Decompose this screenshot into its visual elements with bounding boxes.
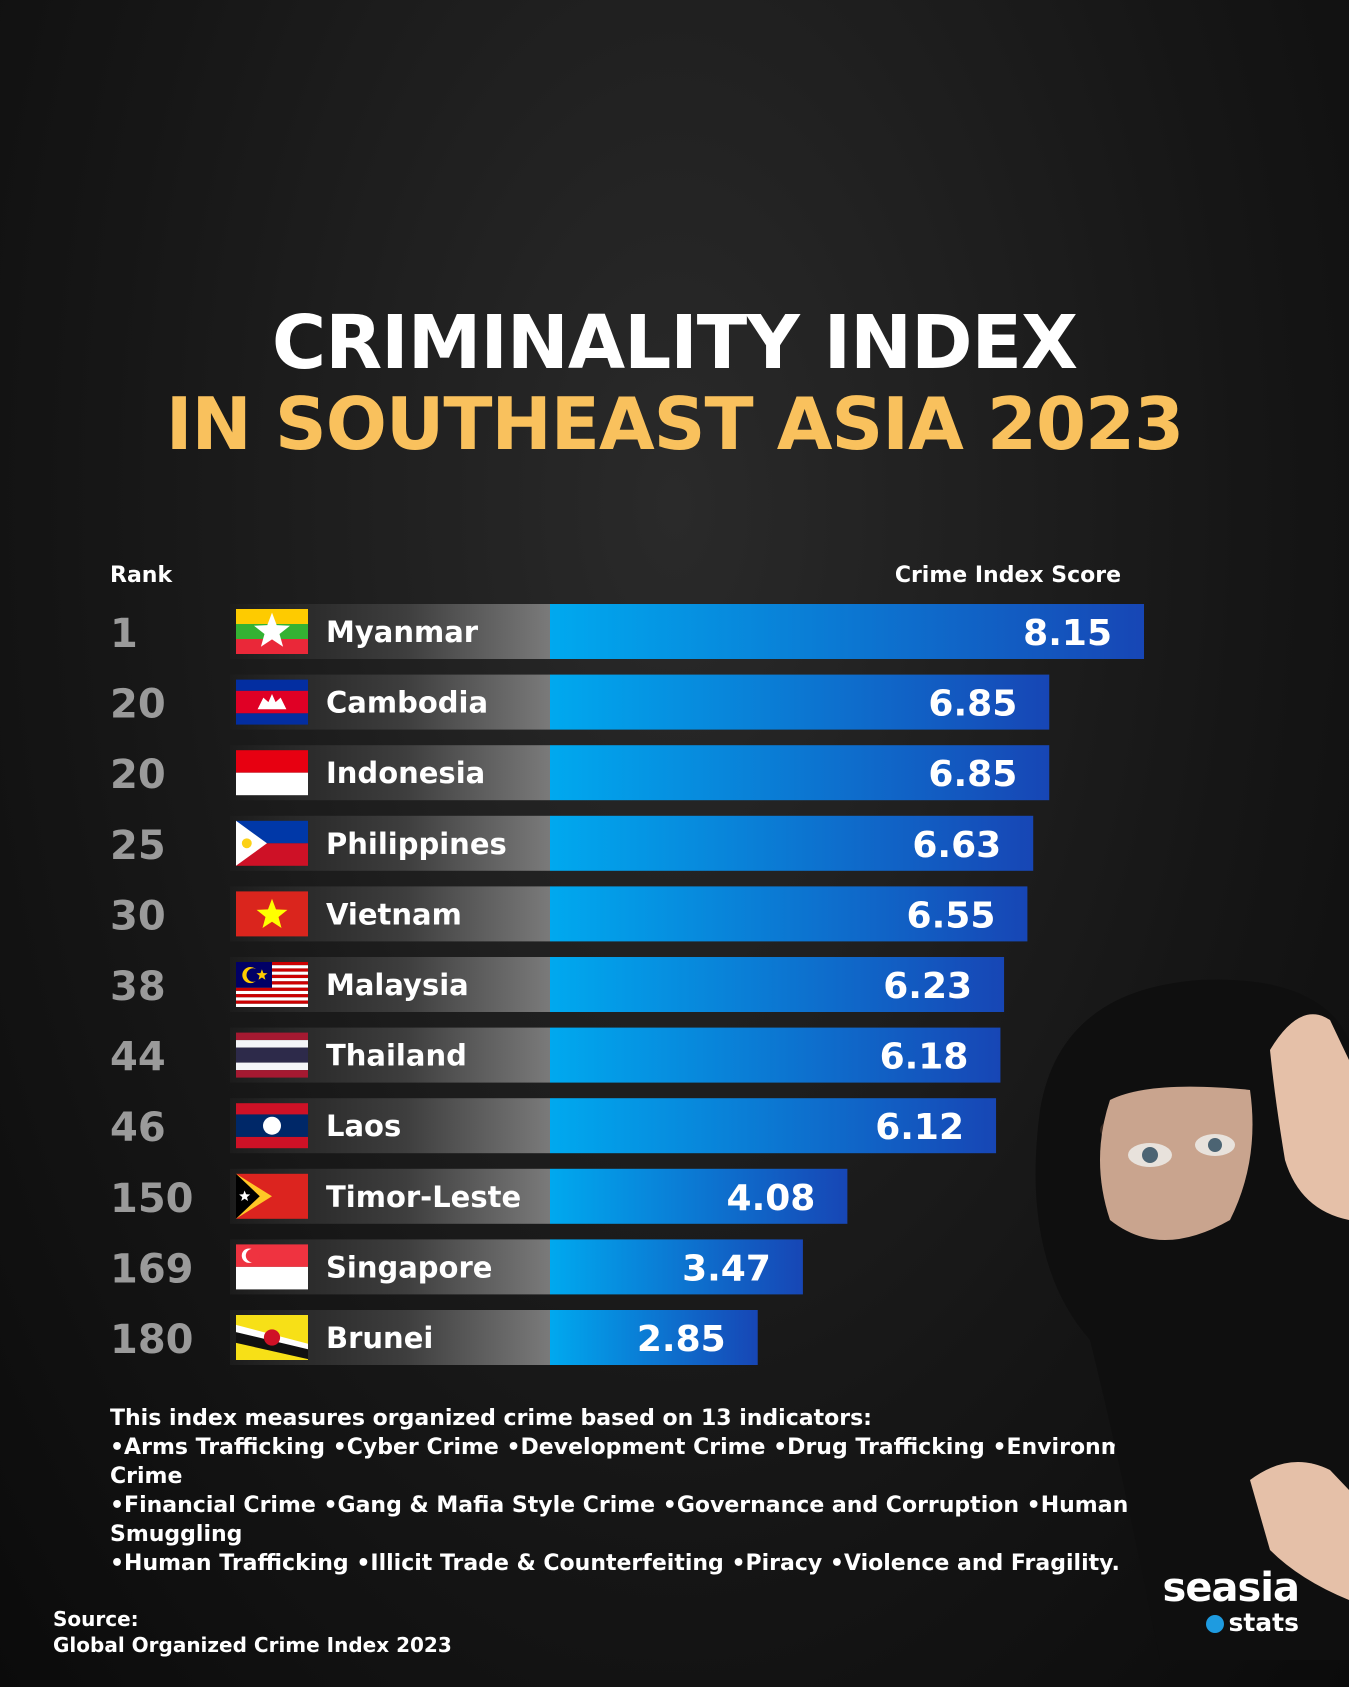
- rank-label: 25: [110, 823, 166, 869]
- malaysia-flag: [236, 962, 308, 1007]
- title-line-1: CRIMINALITY INDEX: [271, 300, 1078, 386]
- logo-main-text: seasia: [1162, 1565, 1300, 1611]
- indonesia-flag: [236, 750, 308, 796]
- rank-label: 46: [110, 1105, 166, 1151]
- thailand-flag: [236, 1032, 308, 1078]
- chart-row-indonesia: 20 Indonesia 6.85: [110, 745, 1050, 801]
- bar-chart: 1 Myanmar 8.15 20 Cambodia 6.85 20 Indonesia 6.8…: [110, 604, 1144, 1365]
- country-label: Malaysia: [326, 968, 469, 1002]
- score-bar: [550, 815, 1034, 871]
- score-value-label: 6.85: [928, 754, 1017, 795]
- logo-dot-icon: [1206, 1615, 1225, 1633]
- chart-row-cambodia: 20 Cambodia 6.85: [110, 674, 1050, 730]
- brunei-flag: [236, 1315, 308, 1360]
- indicators-footnote: This index measures organized crime base…: [110, 1404, 1210, 1578]
- source-label: Source:: [53, 1607, 139, 1631]
- score-value-label: 2.85: [637, 1319, 726, 1360]
- country-label: Vietnam: [326, 897, 462, 931]
- chart-row-timor-leste: 150 Timor-Leste 4.08: [110, 1168, 848, 1224]
- country-label: Timor-Leste: [326, 1180, 521, 1214]
- philippines-flag: [236, 820, 308, 866]
- chart-row-laos: 46 Laos 6.12: [110, 1098, 997, 1154]
- country-label: Laos: [326, 1109, 401, 1143]
- singapore-flag: [236, 1244, 308, 1290]
- chart-row-brunei: 180 Brunei 2.85: [110, 1310, 758, 1365]
- score-value-label: 6.12: [875, 1107, 964, 1148]
- country-label: Thailand: [326, 1039, 467, 1073]
- score-value-label: 6.85: [928, 684, 1017, 725]
- score-bar: [550, 745, 1050, 801]
- rank-label: 169: [110, 1246, 194, 1292]
- score-bar: [550, 1098, 997, 1154]
- country-label: Indonesia: [326, 756, 485, 790]
- masked-thief-illustration: [1035, 979, 1349, 1660]
- score-bar: [550, 674, 1050, 730]
- footnote-line-1: •Arms Trafficking •Cyber Crime •Developm…: [110, 1435, 1188, 1489]
- chart-row-philippines: 25 Philippines 6.63: [110, 815, 1034, 871]
- score-bar: [550, 1239, 803, 1295]
- rank-header: Rank: [110, 563, 173, 588]
- country-label: Myanmar: [326, 615, 479, 649]
- footnote-line-3: •Human Trafficking •Illicit Trade & Coun…: [110, 1551, 1120, 1576]
- rank-label: 20: [110, 682, 166, 728]
- score-value-label: 8.15: [1023, 613, 1112, 654]
- seasia-stats-logo: seasia stats: [1162, 1565, 1300, 1636]
- source-value: Global Organized Crime Index 2023: [53, 1633, 452, 1657]
- score-header: Crime Index Score: [894, 563, 1121, 588]
- country-label: Cambodia: [326, 686, 488, 720]
- chart-row-singapore: 169 Singapore 3.47: [110, 1239, 803, 1295]
- score-bar: [550, 886, 1028, 942]
- country-label: Singapore: [326, 1250, 492, 1284]
- country-label: Philippines: [326, 827, 507, 861]
- score-value-label: 6.18: [880, 1037, 969, 1078]
- rank-label: 38: [110, 964, 166, 1010]
- footnote-line-2: •Financial Crime •Gang & Mafia Style Cri…: [110, 1493, 1129, 1547]
- score-bar: [550, 1310, 758, 1365]
- score-value-label: 6.63: [912, 825, 1001, 866]
- timor-leste-flag: [236, 1173, 308, 1219]
- score-bar: [550, 1027, 1001, 1083]
- logo-sub-text: stats: [1228, 1608, 1299, 1637]
- rank-label: 44: [110, 1035, 166, 1081]
- chart-row-malaysia: 38 Malaysia 6.23: [110, 957, 1005, 1012]
- score-value-label: 6.55: [907, 895, 996, 936]
- source-note: Source: Global Organized Crime Index 202…: [53, 1606, 452, 1658]
- logo-sub: stats: [1163, 1610, 1299, 1636]
- score-bar: [550, 957, 1005, 1012]
- score-bar: [550, 604, 1144, 659]
- country-label: Brunei: [326, 1321, 433, 1355]
- laos-flag: [236, 1103, 308, 1149]
- rank-label: 30: [110, 893, 166, 939]
- cambodia-flag: [236, 679, 308, 725]
- score-value-label: 6.23: [883, 966, 972, 1007]
- chart-row-vietnam: 30 Vietnam 6.55: [110, 886, 1028, 942]
- score-value-label: 3.47: [682, 1248, 771, 1289]
- rank-label: 180: [110, 1317, 194, 1363]
- title-line-2: IN SOUTHEAST ASIA 2023: [165, 382, 1185, 466]
- chart-row-thailand: 44 Thailand 6.18: [110, 1027, 1001, 1083]
- score-value-label: 4.08: [727, 1178, 816, 1219]
- footnote-intro: This index measures organized crime base…: [110, 1406, 872, 1431]
- rank-label: 20: [110, 752, 166, 798]
- myanmar-flag: [236, 609, 308, 654]
- rank-label: 1: [110, 611, 138, 657]
- chart-row-myanmar: 1 Myanmar 8.15: [110, 604, 1144, 659]
- vietnam-flag: [236, 891, 308, 937]
- rank-label: 150: [110, 1176, 194, 1222]
- score-bar: [550, 1168, 848, 1224]
